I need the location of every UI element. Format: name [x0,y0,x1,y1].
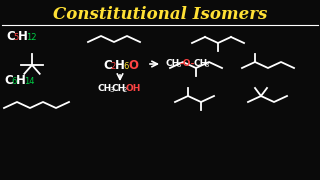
Text: 3: 3 [109,87,114,93]
Text: C: C [4,74,13,87]
Text: C: C [6,30,15,43]
Text: Constitutional Isomers: Constitutional Isomers [53,6,267,23]
Text: 3: 3 [204,62,209,68]
Text: CH: CH [193,59,207,68]
Text: H: H [115,59,125,72]
Text: 6: 6 [11,77,16,86]
Text: 3: 3 [176,62,180,68]
Text: 2: 2 [110,62,115,71]
Text: C: C [103,59,112,72]
Text: 14: 14 [24,77,35,86]
Text: 2: 2 [123,87,127,93]
Text: O: O [128,59,138,72]
Text: CH: CH [165,59,179,68]
Text: H: H [18,30,28,43]
Text: OH: OH [126,84,141,93]
Text: 12: 12 [26,33,36,42]
Text: H: H [16,74,26,87]
Text: -O-: -O- [179,59,194,68]
Text: CH: CH [98,84,112,93]
Text: 5: 5 [13,33,18,42]
Text: 6: 6 [123,62,128,71]
Text: CH: CH [112,84,126,93]
